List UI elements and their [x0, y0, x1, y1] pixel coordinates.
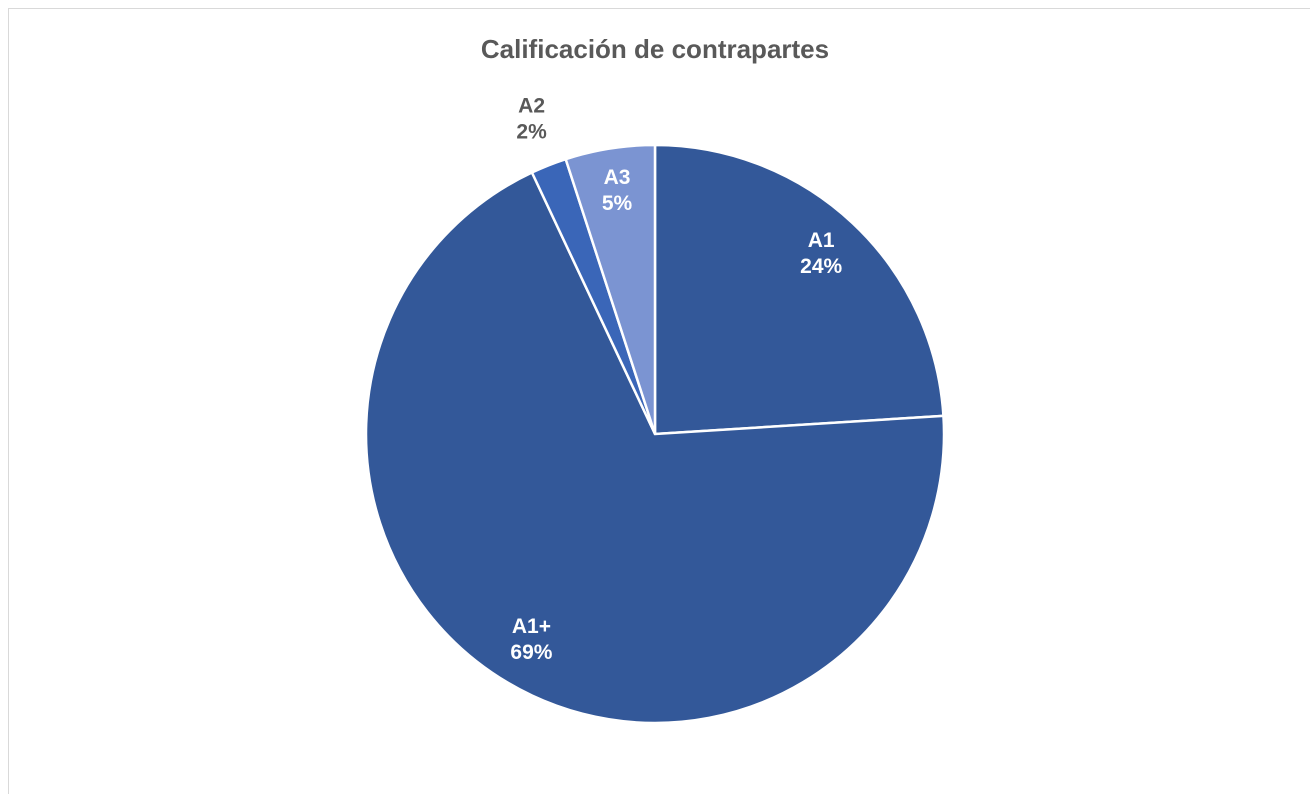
data-label-name: A2: [518, 94, 545, 117]
data-label-name: A1+: [512, 615, 551, 638]
data-label-name: A1: [808, 229, 835, 252]
data-label: A3 5%: [602, 166, 633, 215]
data-label: A1 24%: [800, 229, 842, 278]
data-label: A2 2%: [516, 94, 547, 143]
pie-slice: [653, 143, 945, 436]
data-label-value: 5%: [602, 192, 633, 215]
data-label-value: 69%: [510, 641, 552, 664]
chart-title: Calificación de contrapartes: [481, 34, 829, 64]
data-label-value: 2%: [516, 120, 547, 143]
data-label: A1+ 69%: [510, 615, 552, 664]
data-label-name: A3: [604, 166, 631, 189]
data-label-value: 24%: [800, 255, 842, 278]
pie-slice: [564, 143, 657, 435]
pie-slice: [364, 170, 946, 725]
